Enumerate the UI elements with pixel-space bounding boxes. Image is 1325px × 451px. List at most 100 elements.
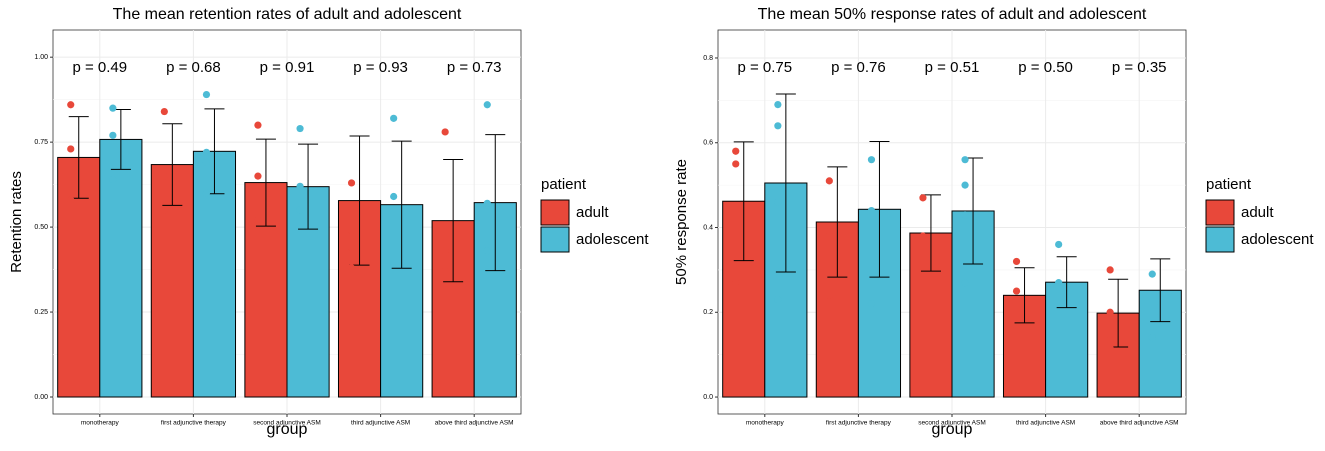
y-tick-label: 0.50 (34, 224, 48, 231)
data-point (202, 90, 211, 99)
error-bar (391, 140, 412, 269)
data-point (202, 158, 211, 167)
bar (337, 200, 382, 398)
data-point (390, 192, 398, 201)
data-point (296, 206, 304, 214)
data-point (347, 226, 356, 235)
x-tick-label: monotherapy (746, 420, 785, 427)
data-point (774, 295, 782, 304)
data-point (867, 156, 876, 164)
error-bar (485, 134, 506, 272)
p-value-annotation: p = 0.76 (831, 59, 886, 76)
data-point (825, 177, 833, 185)
x-axis-title: group (267, 421, 308, 438)
data-point (254, 216, 262, 224)
y-tick-label: 0.00 (34, 394, 48, 401)
bar (1045, 281, 1089, 398)
data-point (483, 101, 491, 109)
data-point (483, 247, 491, 255)
data-point (441, 247, 449, 255)
p-value-annotation: p = 0.35 (1112, 59, 1167, 76)
data-point (919, 232, 927, 240)
x-tick-label: above third adjunctive ASM (1100, 420, 1179, 427)
data-point (732, 279, 740, 287)
data-point (774, 198, 782, 206)
x-tick-label: second adjunctive ASM (253, 420, 321, 427)
p-value-annotation: p = 0.91 (260, 59, 315, 76)
data-point (1106, 266, 1114, 274)
bar (380, 204, 424, 398)
data-point (1106, 344, 1114, 352)
data-point (67, 145, 75, 153)
data-point (961, 211, 969, 219)
data-point (202, 189, 211, 197)
data-point (109, 131, 117, 139)
data-point (441, 267, 449, 275)
data-point (867, 300, 876, 308)
data-point (774, 122, 782, 130)
error-bar (869, 140, 890, 278)
y-tick-label: 0.6 (703, 140, 713, 147)
y-tick-label: 0.8 (703, 55, 713, 62)
data-point (67, 196, 75, 204)
error-bar (733, 141, 754, 262)
data-point (867, 206, 876, 215)
data-point (1012, 257, 1021, 266)
data-point (296, 182, 304, 190)
x-tick-label: first adjunctive therapy (161, 420, 227, 427)
chart-title: The mean 50% response rates of adult and… (758, 6, 1147, 23)
data-point (347, 243, 356, 252)
legend-swatch (1205, 199, 1235, 226)
error-bar (1150, 258, 1171, 323)
data-point (919, 194, 927, 202)
data-point (254, 172, 262, 180)
data-point (160, 172, 168, 180)
data-point (774, 100, 782, 109)
legend-swatch (540, 199, 570, 226)
data-point (202, 148, 211, 156)
error-bar (298, 143, 319, 230)
data-point (109, 175, 117, 184)
data-point (483, 199, 491, 207)
data-point (1106, 308, 1114, 316)
p-value-annotation: p = 0.49 (72, 59, 127, 76)
data-point (732, 160, 740, 168)
x-tick-label: above third adjunctive ASM (435, 420, 514, 427)
y-tick-label: 0.75 (34, 139, 48, 146)
y-tick-label: 1.00 (34, 54, 48, 61)
y-axis-title: 50% response rate (673, 159, 690, 285)
error-bar (255, 138, 276, 227)
x-tick-label: first adjunctive therapy (826, 420, 892, 427)
data-point (961, 181, 969, 189)
legend-title: patient (541, 176, 587, 193)
x-axis-title: group (932, 421, 973, 438)
data-point (1012, 287, 1021, 295)
data-point (347, 264, 356, 272)
p-value-annotation: p = 0.93 (353, 59, 408, 76)
data-point (160, 206, 168, 214)
legend-label: adolescent (576, 231, 649, 248)
data-point (67, 101, 75, 109)
legend-swatch (1205, 226, 1235, 253)
x-tick-label: monotherapy (81, 420, 120, 427)
p-value-annotation: p = 0.68 (166, 59, 221, 76)
error-bar (1056, 256, 1077, 309)
y-tick-label: 0.4 (703, 224, 713, 231)
legend-label: adult (576, 204, 609, 221)
error-bar (1014, 267, 1035, 324)
error-bar (775, 93, 796, 273)
data-point (296, 124, 304, 133)
data-point (1055, 279, 1063, 287)
data-point (254, 121, 262, 129)
x-tick-label: third adjunctive ASM (351, 420, 410, 427)
error-bar (443, 158, 464, 283)
x-tick-label: third adjunctive ASM (1016, 420, 1075, 427)
data-point (825, 228, 833, 236)
data-point (1055, 240, 1063, 249)
p-value-annotation: p = 0.73 (447, 59, 502, 76)
y-tick-label: 0.0 (703, 394, 713, 401)
data-point (732, 147, 740, 155)
chart-title: The mean retention rates of adult and ad… (113, 6, 462, 23)
data-point (109, 104, 117, 112)
data-point (1148, 334, 1156, 342)
